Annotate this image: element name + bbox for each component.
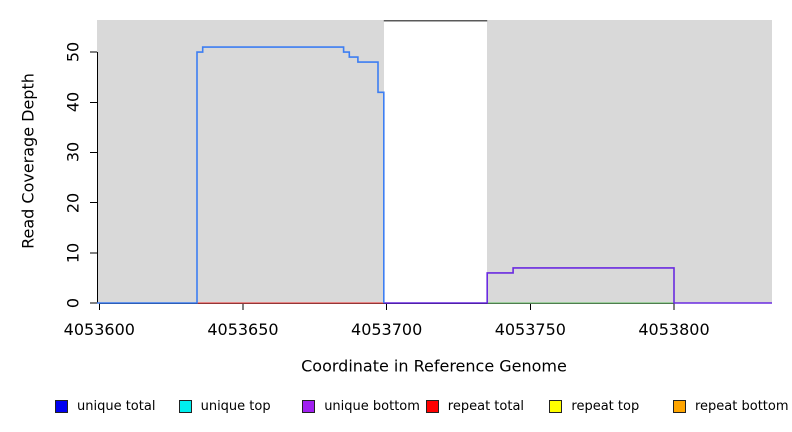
x-tick-label: 4053800 [638,320,710,339]
coverage-line-unique-total [97,46,385,304]
y-tick-label: 30 [63,142,83,163]
legend-swatch-icon [178,400,192,413]
legend-label: repeat bottom [695,399,789,414]
legend-swatch-icon [55,400,68,413]
legend-item-repeat-bottom: repeat bottom [673,399,789,414]
x-tick-label: 4053700 [351,320,423,339]
legend-item-repeat-top: repeat top [549,399,639,414]
y-tick-label: 50 [63,41,83,63]
y-tick-label: 40 [63,92,83,113]
legend-label: unique bottom [324,399,420,414]
legend-item-repeat-total: repeat total [425,399,525,414]
legend-item-unique-bottom: unique bottom [302,399,420,414]
legend-swatch-icon [673,400,686,413]
x-tick-label: 4053600 [63,320,135,339]
legend-label: unique total [77,399,156,414]
legend-label: unique top [200,399,271,414]
legend-item-unique-total: unique total [55,399,155,414]
legend-swatch-icon [302,400,316,413]
coverage-line-unique-bottom [383,267,772,304]
x-tick-label: 4053750 [494,320,566,339]
shaded-region [97,20,384,303]
legend-item-unique-top: unique top [178,399,271,414]
legend: unique total unique top unique bottom repea… [0,399,792,417]
legend-swatch-icon [425,400,439,413]
legend-label: repeat top [571,399,640,414]
y-axis-title: Read Coverage Depth [18,73,38,249]
y-tick-label: 10 [63,242,83,263]
legend-swatch-icon [549,400,563,413]
x-tick-label: 4053650 [207,320,279,339]
x-axis-title: Coordinate in Reference Genome [301,356,567,376]
y-tick-label: 20 [63,192,83,213]
shaded-region [487,20,772,303]
legend-label: repeat total [447,399,525,414]
y-tick-label: 0 [63,297,83,309]
